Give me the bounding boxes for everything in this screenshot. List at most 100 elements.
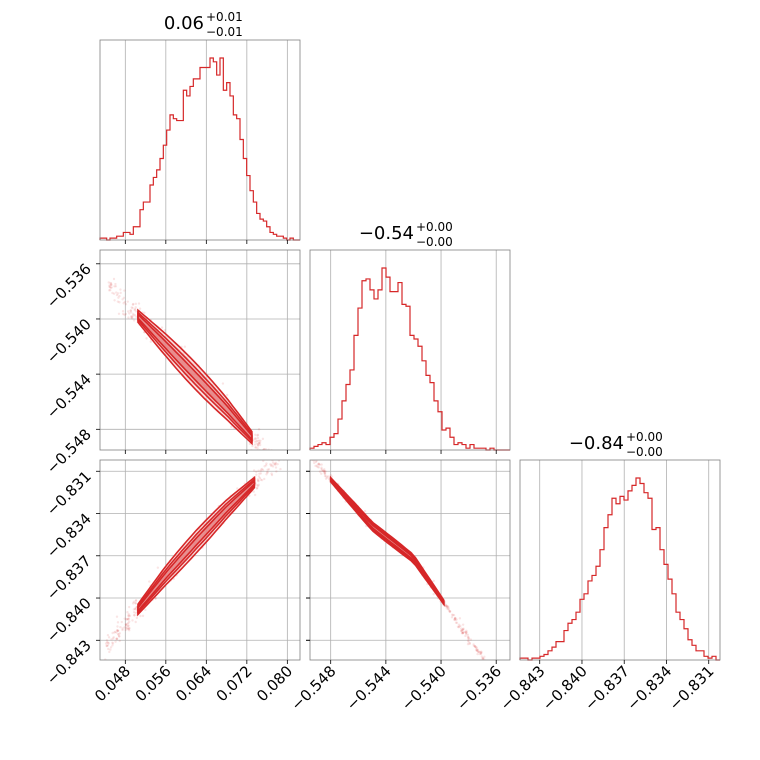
sample-point [268,453,270,455]
sample-point [110,286,113,289]
sample-point [127,316,130,319]
sample-point [472,644,476,648]
sample-point [280,462,282,464]
sample-point [475,648,479,651]
sample-point [138,307,142,310]
sample-point [118,632,122,635]
sample-point [457,626,460,629]
sample-point [461,631,464,635]
sample-point [110,283,113,287]
sample-point [126,626,129,630]
sample-point [476,649,479,652]
sample-point [262,454,264,456]
sample-point [124,623,128,626]
sample-point [264,464,268,467]
sample-point [285,456,287,458]
y-tick-label: −0.831 [43,467,95,519]
sample-point [127,617,130,621]
sample-point [324,477,328,480]
sample-point [454,616,457,620]
sample-point [144,608,147,612]
sample-point [256,436,260,440]
sample-point [221,382,225,385]
sample-point [252,490,255,493]
sample-point [255,483,259,487]
sample-point [266,451,268,453]
sample-point [326,476,329,479]
sample-point [256,434,259,437]
sample-point [476,652,479,656]
sample-point [128,605,131,609]
sample-point [432,592,435,596]
sample-point [118,639,121,643]
sample-point [480,650,483,653]
sample-point [432,579,435,583]
sample-point [271,461,275,464]
sample-point [323,471,326,474]
sample-point [111,641,114,644]
sample-point [130,311,133,314]
sample-point [273,463,276,466]
sample-point [132,312,135,316]
sample-point [116,300,120,303]
sample-point [265,473,268,476]
sample-point [256,433,260,437]
sample-point [116,629,119,633]
sample-point [127,617,130,620]
sample-point [260,467,264,471]
sample-point [128,620,131,623]
sample-point [118,301,121,304]
sample-point [274,461,278,465]
sample-point [127,627,131,630]
sample-point [256,479,260,482]
sample-point [475,646,478,649]
sample-point [263,465,266,468]
sample-point [107,636,111,639]
sample-point [128,626,131,630]
sample-point [115,291,118,294]
panel-frame [99,459,301,661]
sample-point [475,646,478,650]
pair-panel-1-2 [306,459,511,664]
sample-point [453,617,456,621]
sample-point [477,650,480,654]
sample-point [124,303,128,306]
sample-point [261,455,263,457]
sample-point [111,631,114,635]
sample-point [118,635,121,638]
sample-point [317,463,320,466]
contour-level-2 [329,477,445,606]
sample-point [120,620,123,624]
sample-point [257,441,261,445]
sample-point [258,443,262,447]
sample-point [112,292,116,295]
title-value-1: −0.54 [359,223,414,244]
sample-point [280,474,282,476]
sample-point [280,473,282,475]
sample-point [263,477,266,481]
sample-point [134,602,138,605]
title-plus-2: +0.00 [626,430,663,444]
sample-point [477,650,480,653]
sample-point [109,281,112,285]
sample-point [279,467,282,471]
sample-point [289,447,291,449]
sample-point [461,631,465,635]
y-tick-label: −0.837 [43,552,95,604]
sample-point [475,648,478,652]
sample-point [129,309,132,312]
sample-point [236,487,239,490]
x-tick-label: −0.834 [623,662,675,714]
sample-point [266,468,269,471]
sample-point [106,644,110,647]
title-minus-0: −0.01 [206,25,243,39]
sample-point [454,617,457,620]
sample-point [116,629,119,632]
sample-point [270,473,274,477]
sample-point [131,303,135,306]
sample-point [461,628,464,632]
sample-point [133,313,137,317]
sample-point [476,648,480,652]
sample-point [260,451,262,453]
sample-point [282,447,284,449]
